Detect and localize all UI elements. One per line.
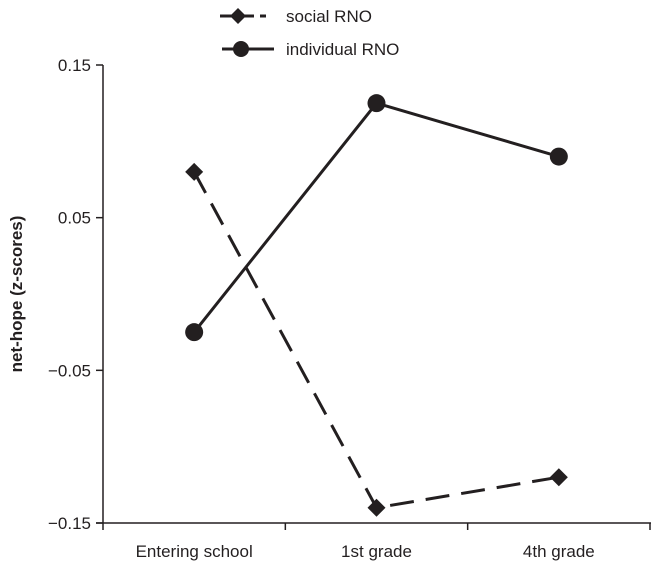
legend-circle-marker xyxy=(233,41,249,57)
data-point-circle xyxy=(367,94,386,113)
series-individual-rno xyxy=(185,94,568,342)
data-point-diamond xyxy=(549,468,568,487)
series-line xyxy=(192,171,560,510)
data-point-diamond xyxy=(367,498,386,517)
legend-item-individual: individual RNO xyxy=(222,40,399,59)
legend-label-individual: individual RNO xyxy=(286,40,399,59)
y-ticks: 0.15 0.05 −0.05 −0.15 xyxy=(48,56,103,533)
legend-label-social: social RNO xyxy=(286,7,372,26)
data-point-diamond xyxy=(185,162,204,181)
y-tick-label: 0.05 xyxy=(58,209,91,228)
legend: social RNO individual RNO xyxy=(220,7,399,59)
legend-item-social: social RNO xyxy=(220,7,372,26)
legend-diamond-marker xyxy=(230,8,246,24)
y-tick-label: 0.15 xyxy=(58,56,91,75)
series-social-rno xyxy=(185,162,568,517)
x-tick-label: Entering school xyxy=(136,542,253,561)
x-tick-label: 4th grade xyxy=(523,542,595,561)
series-line xyxy=(192,101,560,334)
y-tick-label: −0.05 xyxy=(48,361,91,380)
x-ticks: Entering school 1st grade 4th grade xyxy=(102,523,651,561)
axes: 0.15 0.05 −0.05 −0.15 Entering school 1st gr… xyxy=(7,56,651,561)
data-point-circle xyxy=(549,147,568,166)
x-tick-label: 1st grade xyxy=(341,542,412,561)
data-point-circle xyxy=(185,323,204,342)
y-tick-label: −0.15 xyxy=(48,514,91,533)
series-layer xyxy=(185,94,568,517)
y-axis-title: net-hope (z-scores) xyxy=(7,216,26,373)
